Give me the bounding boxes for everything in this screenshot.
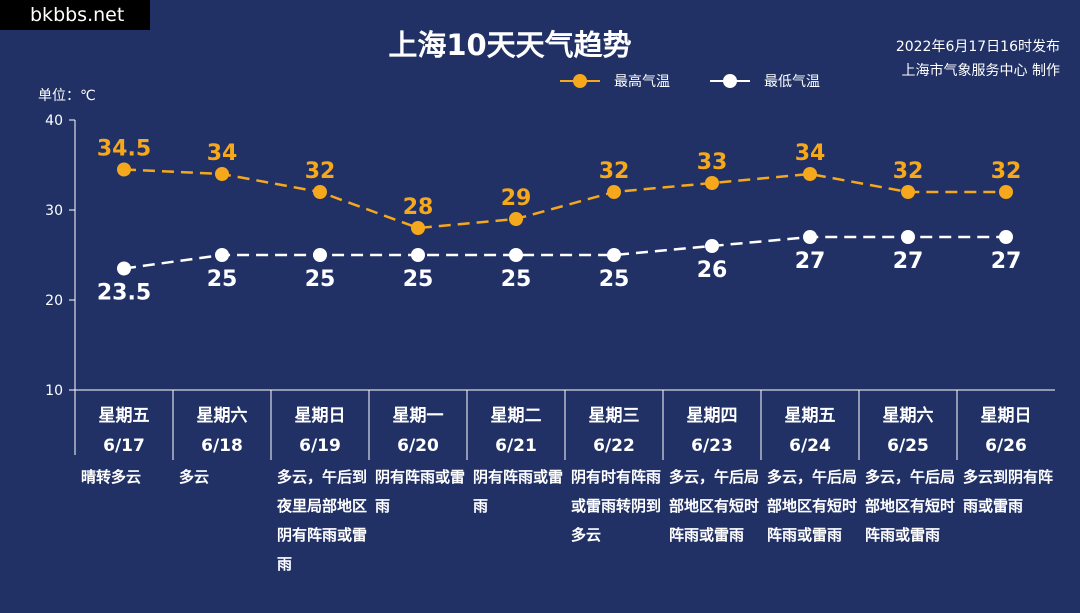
low-temp-point: [901, 230, 915, 244]
low-temp-point: [999, 230, 1013, 244]
weekday-label: 星期日: [980, 406, 1032, 426]
low-temp-line: [123, 235, 1006, 270]
weather-description: 多云: [179, 468, 210, 486]
high-temp-point: [803, 167, 817, 181]
low-temp-label: 27: [795, 249, 826, 274]
low-temp-label: 25: [403, 267, 434, 292]
high-temp-point: [999, 185, 1013, 199]
chart-title: 上海10天天气趋势: [388, 28, 632, 62]
low-temp-point: [705, 239, 719, 253]
date-label: 6/20: [397, 436, 439, 456]
day-header: 星期五 6/17: [75, 402, 173, 460]
high-temp-label: 32: [305, 159, 336, 184]
weekday-label: 星期二: [490, 406, 542, 426]
date-label: 6/23: [691, 436, 733, 456]
weather-description: 阴有阵雨或雷雨: [473, 468, 564, 515]
legend-label-high: 最高气温: [614, 74, 670, 90]
unit-label: 单位：℃: [38, 88, 96, 104]
day-header: 星期二 6/21: [467, 402, 565, 460]
weather-description: 多云到阴有阵雨或雷雨: [963, 468, 1054, 515]
weather-description: 多云，午后到夜里局部地区阴有阵雨或雷雨: [277, 468, 368, 573]
low-temp-label: 25: [599, 267, 630, 292]
legend-label-low: 最低气温: [764, 74, 820, 90]
weather-description: 多云，午后局部地区有短时阵雨或雷雨: [669, 468, 760, 544]
high-temp-label: 29: [501, 186, 532, 211]
high-temp-point: [313, 185, 327, 199]
low-temp-point: [215, 248, 229, 262]
date-label: 6/24: [789, 436, 831, 456]
low-temp-label: 25: [501, 267, 532, 292]
low-temp-point: [411, 248, 425, 262]
y-tick-label: 20: [45, 293, 63, 309]
day-header: 星期日 6/19: [271, 402, 369, 460]
day-header: 星期一 6/20: [369, 402, 467, 460]
y-tick-label: 40: [45, 113, 63, 129]
date-label: 6/21: [495, 436, 537, 456]
high-temp-line: [123, 168, 1006, 230]
high-temp-point: [117, 162, 131, 177]
high-temp-label: 32: [599, 159, 630, 184]
high-temp-label: 34: [207, 141, 238, 166]
low-temp-label: 25: [207, 267, 238, 292]
legend-item-low: 最低气温: [710, 71, 820, 91]
low-temp-label: 25: [305, 267, 336, 292]
low-temp-point: [803, 230, 817, 244]
day-header: 星期五 6/24: [761, 402, 859, 460]
watermark: bkbbs.net: [0, 0, 150, 30]
weekday-label: 星期四: [686, 406, 738, 426]
legend-marker-high-icon: [560, 74, 600, 88]
low-temp-point: [607, 248, 621, 262]
high-temp-point: [509, 212, 523, 226]
weekday-label: 星期五: [784, 406, 836, 426]
date-label: 6/25: [887, 436, 929, 456]
weather-description: 晴转多云: [81, 468, 142, 486]
weekday-label: 星期五: [98, 406, 150, 426]
weather-description: 阴有阵雨或雷雨: [375, 468, 466, 515]
y-tick-label: 30: [45, 203, 63, 219]
date-label: 6/22: [593, 436, 635, 456]
weather-description: 多云，午后局部地区有短时阵雨或雷雨: [865, 468, 956, 544]
low-temp-label: 23.5: [97, 281, 151, 306]
high-temp-label: 33: [697, 150, 728, 175]
low-temp-point: [313, 248, 327, 262]
high-temp-label: 32: [893, 159, 924, 184]
day-header: 星期三 6/22: [565, 402, 663, 460]
weekday-label: 星期日: [294, 406, 346, 426]
high-temp-label: 28: [403, 195, 434, 220]
day-header: 星期六 6/25: [859, 402, 957, 460]
date-label: 6/26: [985, 436, 1027, 456]
date-label: 6/18: [201, 436, 243, 456]
publish-time: 2022年6月17日16时发布: [895, 39, 1060, 55]
low-temp-label: 26: [697, 258, 728, 283]
legend-item-high: 最高气温: [560, 71, 670, 91]
high-temp-point: [705, 176, 719, 190]
low-temp-label: 27: [991, 249, 1022, 274]
weekday-label: 星期三: [588, 406, 640, 426]
high-temp-point: [411, 221, 425, 235]
high-temp-label: 32: [991, 159, 1022, 184]
day-header: 星期六 6/18: [173, 402, 271, 460]
low-temp-label: 27: [893, 249, 924, 274]
high-temp-label: 34.5: [97, 137, 151, 162]
high-temp-point: [215, 167, 229, 181]
date-label: 6/17: [103, 436, 145, 456]
legend-marker-low-icon: [710, 74, 750, 88]
low-temp-point: [117, 261, 131, 276]
low-temp-point: [509, 248, 523, 262]
weather-description: 多云，午后局部地区有短时阵雨或雷雨: [767, 468, 858, 544]
publisher: 上海市气象服务中心 制作: [901, 63, 1060, 79]
high-temp-label: 34: [795, 141, 826, 166]
day-header: 星期四 6/23: [663, 402, 761, 460]
weather-description: 阴有时有阵雨或雷雨转阴到多云: [571, 468, 662, 544]
weekday-label: 星期六: [196, 406, 248, 426]
y-tick-label: 10: [45, 383, 63, 399]
high-temp-point: [901, 185, 915, 199]
day-header: 星期日 6/26: [957, 402, 1055, 460]
high-temp-point: [607, 185, 621, 199]
date-label: 6/19: [299, 436, 341, 456]
weekday-label: 星期六: [882, 406, 934, 426]
weekday-label: 星期一: [392, 406, 444, 426]
